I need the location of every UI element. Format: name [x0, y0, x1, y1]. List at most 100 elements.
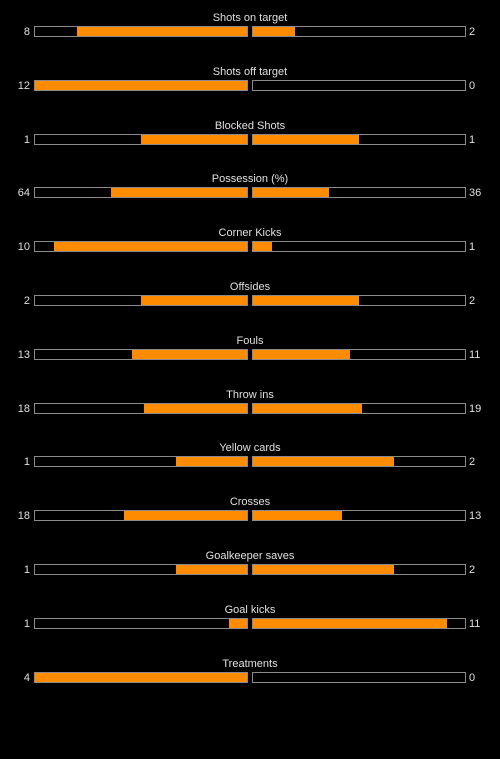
stat-row-corner-kicks: Corner Kicks 10 1 [0, 227, 500, 267]
home-bar [34, 348, 248, 360]
stat-row-goal-kicks: Goal kicks 1 11 [0, 604, 500, 644]
home-value: 2 [23, 295, 30, 307]
stat-label: Fouls [236, 334, 264, 347]
home-bar [34, 26, 248, 37]
stat-row-shots-off-target: Shots off target 12 0 [0, 66, 500, 106]
home-bar-fill [54, 242, 247, 252]
away-bar [252, 671, 466, 683]
stat-row-throw-ins: Throw ins 18 19 [0, 389, 500, 429]
away-value: 2 [469, 564, 476, 576]
away-bar-fill [253, 296, 359, 305]
home-bar-fill [111, 188, 247, 198]
stat-row-goalkeeper-saves: Goalkeeper saves 1 2 [0, 550, 500, 590]
stat-row-yellow-cards: Yellow cards 1 2 [0, 442, 500, 482]
home-value: 13 [17, 348, 30, 361]
home-bar [34, 133, 248, 145]
away-bar-fill [253, 134, 359, 144]
away-bar-fill [253, 511, 342, 521]
home-bar [34, 510, 248, 522]
away-bar [252, 348, 466, 360]
away-bar-fill [253, 618, 447, 628]
away-bar [252, 402, 466, 414]
home-bar-fill [176, 457, 247, 467]
away-bar [252, 79, 466, 91]
stat-label: Offsides [229, 281, 271, 293]
away-value: 13 [469, 510, 482, 523]
away-bar-fill [253, 242, 272, 252]
away-value: 19 [469, 402, 482, 415]
away-value: 2 [469, 26, 476, 38]
stat-label: Crosses [229, 496, 271, 509]
stat-label: Corner Kicks [218, 227, 282, 240]
home-value: 64 [17, 187, 30, 200]
away-bar-fill [253, 403, 362, 413]
away-bar [252, 456, 466, 468]
stat-row-shots-on-target: Shots on target 8 2 [0, 12, 500, 52]
stat-row-treatments: Treatments 4 0 [0, 658, 500, 698]
stat-label: Blocked Shots [214, 119, 286, 132]
home-value: 4 [23, 671, 30, 684]
home-bar-fill [77, 27, 247, 36]
home-bar [34, 241, 248, 253]
away-bar [252, 295, 466, 306]
away-bar [252, 133, 466, 145]
stat-row-possession: Possession (%) 64 36 [0, 173, 500, 213]
home-value: 1 [23, 617, 30, 630]
stat-label: Goal kicks [224, 603, 276, 616]
away-bar [252, 617, 466, 629]
away-bar-fill [253, 188, 329, 198]
home-bar [34, 79, 248, 91]
home-bar [34, 295, 248, 306]
away-bar-fill [253, 27, 295, 36]
stat-label: Possession (%) [211, 173, 289, 186]
home-value: 12 [17, 79, 30, 92]
away-value: 36 [469, 187, 482, 200]
away-bar [252, 564, 466, 575]
away-value: 0 [469, 79, 476, 92]
stat-label: Shots off target [212, 65, 288, 78]
home-value: 1 [23, 564, 30, 576]
stat-row-crosses: Crosses 18 13 [0, 496, 500, 536]
away-bar-fill [253, 565, 394, 574]
home-bar [34, 617, 248, 629]
away-bar-fill [253, 457, 394, 467]
stat-label: Shots on target [212, 12, 288, 24]
stat-label: Yellow cards [219, 442, 281, 455]
away-value: 1 [469, 133, 476, 146]
stat-row-fouls: Fouls 13 11 [0, 335, 500, 375]
stat-label: Goalkeeper saves [205, 550, 295, 562]
home-bar-fill [141, 296, 247, 305]
away-value: 2 [469, 295, 476, 307]
away-bar [252, 241, 466, 253]
home-bar-fill [35, 672, 247, 682]
away-bar-fill [253, 349, 350, 359]
away-value: 1 [469, 241, 476, 254]
home-bar [34, 187, 248, 199]
away-value: 11 [469, 617, 481, 630]
away-bar [252, 26, 466, 37]
away-value: 2 [469, 456, 476, 469]
home-bar-fill [132, 349, 247, 359]
stat-row-blocked-shots: Blocked Shots 1 1 [0, 120, 500, 160]
stat-label: Throw ins [226, 388, 274, 401]
away-value: 0 [469, 671, 476, 684]
home-bar-fill [176, 565, 247, 574]
away-bar [252, 510, 466, 522]
home-value: 1 [23, 456, 30, 469]
home-bar [34, 402, 248, 414]
home-bar-fill [229, 618, 247, 628]
home-bar-fill [144, 403, 247, 413]
away-bar [252, 187, 466, 199]
home-value: 1 [23, 133, 30, 146]
home-bar-fill [124, 511, 247, 521]
home-value: 8 [23, 26, 30, 38]
home-bar-fill [35, 80, 247, 90]
home-bar-fill [141, 134, 247, 144]
stat-label: Treatments [222, 657, 278, 670]
home-value: 18 [17, 402, 30, 415]
home-bar [34, 456, 248, 468]
away-value: 11 [469, 348, 481, 361]
stat-row-offsides: Offsides 2 2 [0, 281, 500, 321]
home-bar [34, 671, 248, 683]
home-bar [34, 564, 248, 575]
